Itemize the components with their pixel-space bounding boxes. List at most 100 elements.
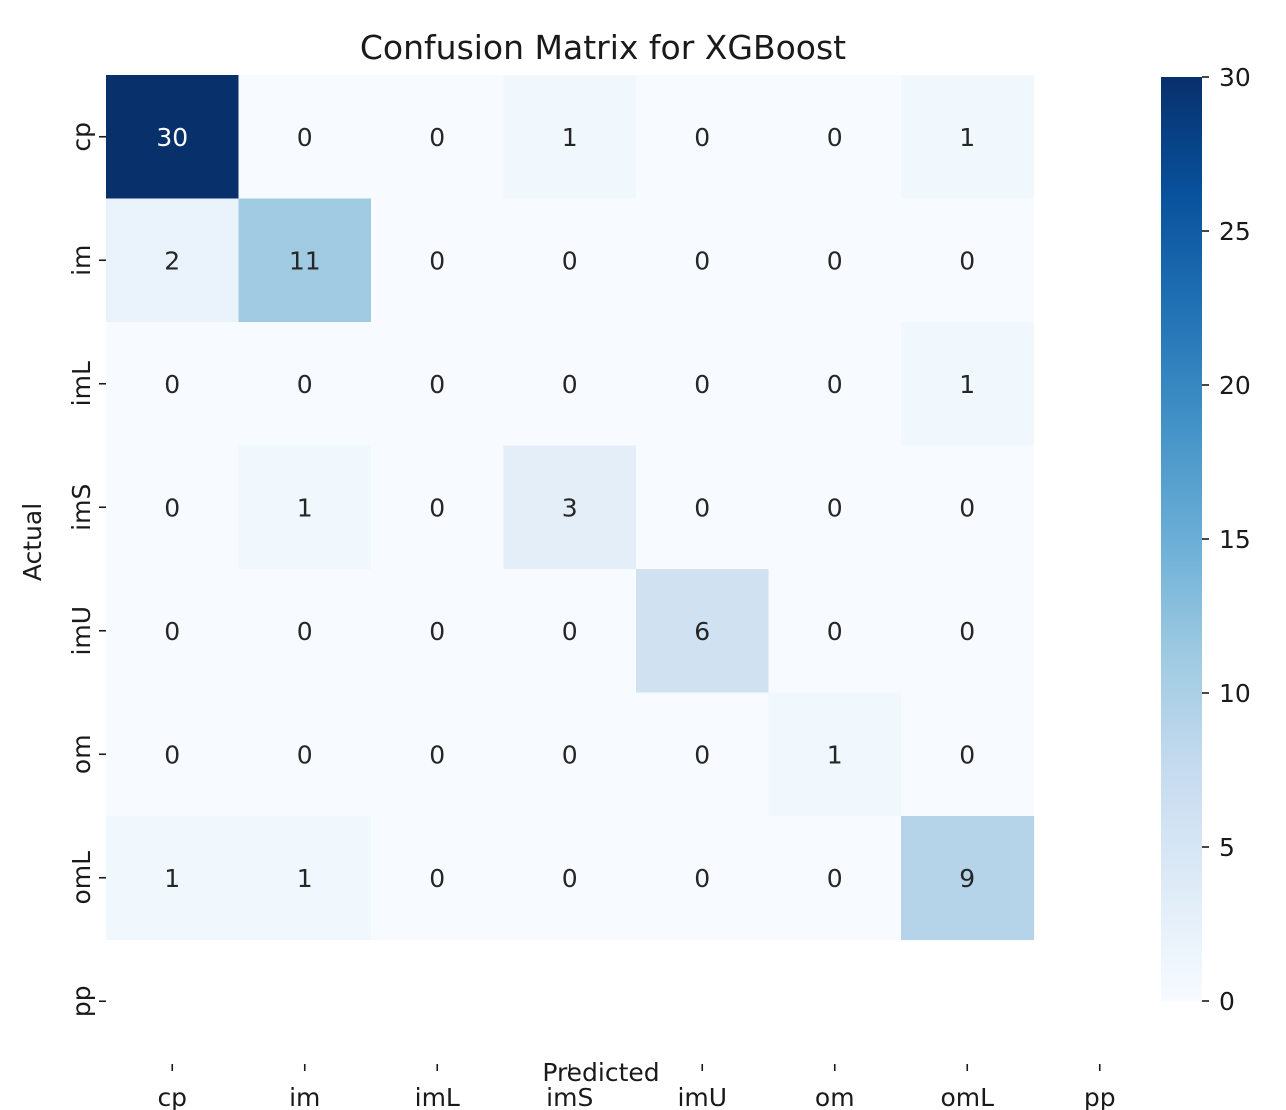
cell-value-label: 0	[694, 123, 710, 152]
cell-value-label: 0	[429, 864, 445, 893]
heatmap-cell-imU-imL	[371, 569, 505, 694]
heatmap-cell-omL-omL	[901, 816, 1035, 941]
heatmap-cell-im-cp	[106, 198, 240, 323]
colorbar-tick-label: 15	[1219, 525, 1251, 554]
y-axis-label: Actual	[18, 503, 47, 581]
cell-value-label: 0	[429, 370, 445, 399]
heatmap-cell-imU-imU	[636, 569, 770, 694]
cell-value-label: 0	[694, 370, 710, 399]
heatmap-cell-om-cp	[106, 692, 240, 817]
x-tick-label-pp: pp	[1084, 1083, 1116, 1110]
colorbar-tick-label: 0	[1219, 987, 1235, 1016]
colorbar-tick-label: 10	[1219, 679, 1251, 708]
colorbar-tick-label: 30	[1219, 63, 1251, 92]
y-tick-label-im: im	[67, 245, 96, 276]
heatmap-cell-imL-om	[768, 322, 902, 447]
cell-value-label: 1	[297, 864, 313, 893]
y-tick-label-imU: imU	[67, 606, 96, 656]
cell-value-label: 0	[694, 864, 710, 893]
x-tick-label-imU: imU	[677, 1083, 727, 1110]
cell-value-label: 0	[959, 246, 975, 275]
cell-value-label: 0	[562, 246, 578, 275]
cell-value-label: 0	[694, 740, 710, 769]
y-tick-label-imS: imS	[67, 484, 96, 531]
cell-value-label: 0	[562, 740, 578, 769]
cell-value-label: 0	[164, 493, 180, 522]
heatmap-cells: 30 0 0 1 0 0 12 11 0 0 0 0 00 0 0 0 0 0 10 1 0 3 0 0 00 0 0 0 6 0 00 0 0…	[106, 75, 1035, 941]
cell-value-label: 0	[429, 740, 445, 769]
cell-value-label: 0	[827, 370, 843, 399]
heatmap-cell-omL-imL	[371, 816, 505, 941]
x-tick-label-cp: cp	[157, 1083, 187, 1110]
heatmap-cell-im-imU	[636, 198, 770, 323]
heatmap-cell-imS-im	[238, 445, 372, 570]
colorbar-ticks: 0 5 10 15 20 25 30	[1202, 63, 1251, 1016]
cell-value-label: 0	[297, 123, 313, 152]
heatmap-cell-cp-omL	[901, 75, 1035, 200]
heatmap-cell-imU-om	[768, 569, 902, 694]
cell-value-label: 0	[429, 246, 445, 275]
heatmap-cell-cp-cp	[106, 75, 240, 200]
y-axis-ticks: cp im imL imS imU om omL pp	[67, 122, 106, 1017]
cell-value-label: 11	[289, 246, 321, 275]
heatmap-cell-im-im	[238, 198, 372, 323]
y-tick-label-omL: omL	[67, 851, 96, 905]
heatmap-cell-om-imL	[371, 692, 505, 817]
y-tick-label-pp: pp	[67, 985, 96, 1017]
x-axis-ticks: cp im imL imS imU om omL pp	[157, 1064, 1116, 1110]
x-tick-label-imL: imL	[415, 1083, 460, 1110]
y-tick-label-imL: imL	[67, 361, 96, 406]
cell-value-label: 0	[164, 617, 180, 646]
heatmap-cell-imU-omL	[901, 569, 1035, 694]
cell-value-label: 0	[297, 740, 313, 769]
x-tick-label-imS: imS	[546, 1083, 593, 1110]
heatmap-cell-om-om	[768, 692, 902, 817]
cell-value-label: 0	[959, 493, 975, 522]
colorbar-tick-label: 20	[1219, 371, 1251, 400]
cell-value-label: 1	[297, 493, 313, 522]
colorbar-tick-label: 25	[1219, 217, 1251, 246]
cell-value-label: 0	[827, 493, 843, 522]
heatmap-cell-cp-imL	[371, 75, 505, 200]
heatmap-cell-imS-om	[768, 445, 902, 570]
cell-value-label: 30	[156, 123, 188, 152]
heatmap-cell-imU-cp	[106, 569, 240, 694]
cell-value-label: 2	[164, 246, 180, 275]
cell-value-label: 0	[827, 123, 843, 152]
y-tick-label-cp: cp	[67, 122, 96, 152]
cell-value-label: 0	[827, 864, 843, 893]
heatmap-cell-omL-om	[768, 816, 902, 941]
heatmap-cell-om-im	[238, 692, 372, 817]
cell-value-label: 9	[959, 864, 975, 893]
x-tick-label-omL: omL	[940, 1083, 994, 1110]
cell-value-label: 1	[959, 123, 975, 152]
cell-value-label: 0	[429, 123, 445, 152]
heatmap-cell-omL-cp	[106, 816, 240, 941]
heatmap-cell-cp-om	[768, 75, 902, 200]
heatmap-cell-om-imS	[503, 692, 637, 817]
heatmap-cell-imL-cp	[106, 322, 240, 447]
colorbar	[1161, 77, 1202, 1001]
x-axis-label: Predicted	[542, 1058, 659, 1087]
cell-value-label: 0	[827, 246, 843, 275]
heatmap-cell-im-imS	[503, 198, 637, 323]
cell-value-label: 0	[297, 370, 313, 399]
cell-value-label: 0	[429, 493, 445, 522]
y-tick-label-om: om	[67, 734, 96, 774]
heatmap-cell-cp-imU	[636, 75, 770, 200]
heatmap-cell-imL-imU	[636, 322, 770, 447]
cell-value-label: 0	[694, 493, 710, 522]
cell-value-label: 0	[164, 370, 180, 399]
cell-value-label: 0	[297, 617, 313, 646]
cell-value-label: 0	[959, 617, 975, 646]
x-tick-label-im: im	[289, 1083, 320, 1110]
heatmap-cell-im-omL	[901, 198, 1035, 323]
heatmap-cell-im-om	[768, 198, 902, 323]
heatmap-cell-om-imU	[636, 692, 770, 817]
heatmap-cell-im-imL	[371, 198, 505, 323]
cell-value-label: 6	[694, 617, 710, 646]
heatmap-cell-cp-imS	[503, 75, 637, 200]
heatmap-cell-cp-im	[238, 75, 372, 200]
cell-value-label: 0	[694, 246, 710, 275]
heatmap-cell-omL-imS	[503, 816, 637, 941]
